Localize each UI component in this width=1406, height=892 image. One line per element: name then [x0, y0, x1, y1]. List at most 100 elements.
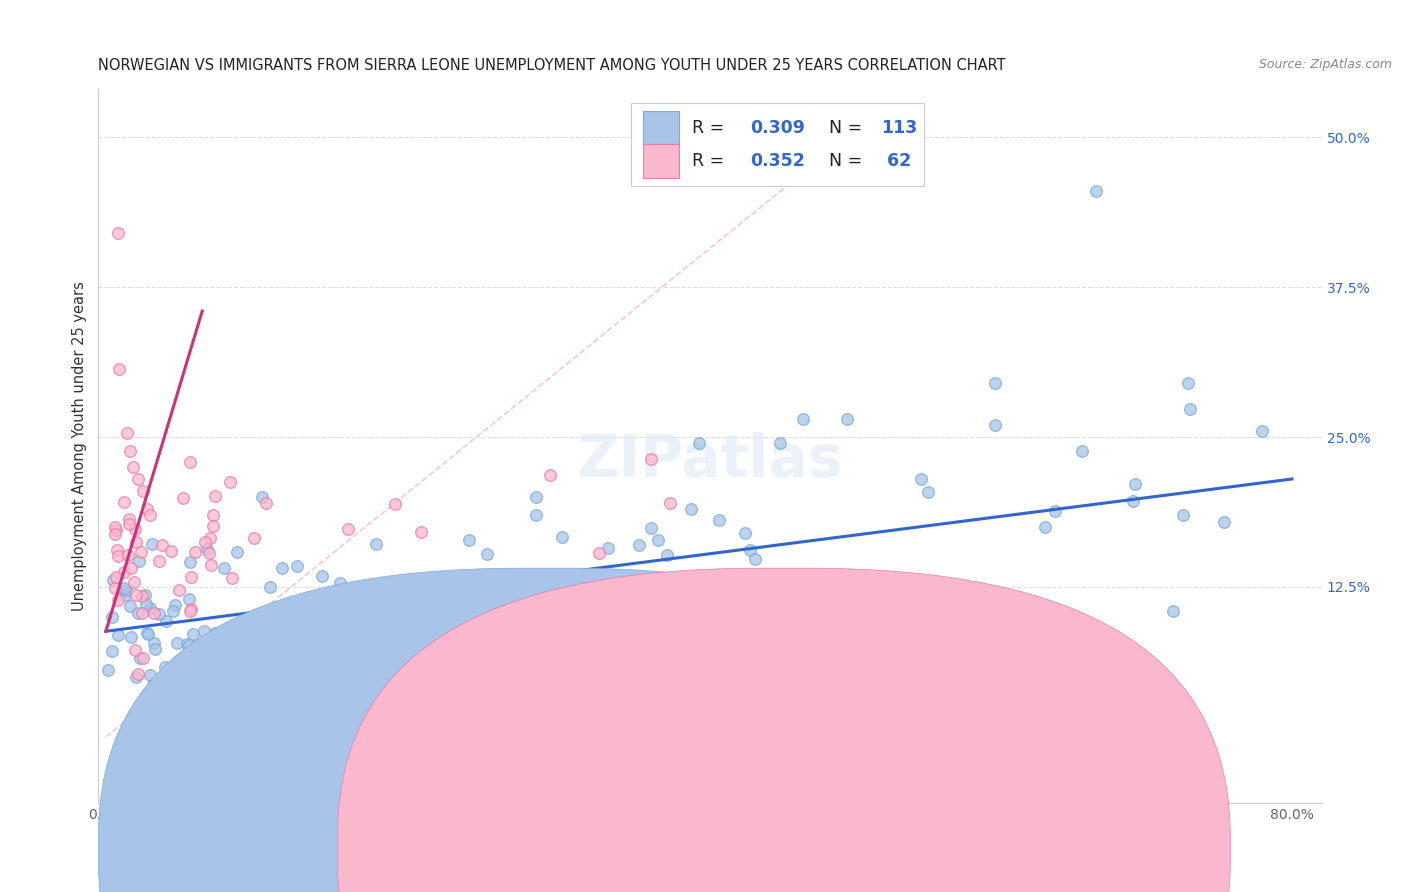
Point	[404, 611, 426, 625]
Point	[1085, 184, 1108, 198]
Point	[108, 361, 131, 376]
Point	[165, 598, 187, 612]
Point	[734, 526, 756, 541]
Point	[138, 690, 160, 704]
Point	[121, 630, 143, 644]
Point	[179, 604, 201, 618]
Point	[1180, 402, 1202, 417]
Point	[129, 545, 152, 559]
Point	[484, 617, 506, 632]
Point	[285, 558, 308, 573]
Point	[115, 583, 138, 598]
Point	[193, 624, 215, 639]
Text: 0.309: 0.309	[751, 119, 806, 136]
Point	[458, 533, 481, 547]
Point	[273, 641, 295, 656]
Point	[201, 508, 224, 523]
Point	[150, 538, 173, 552]
Point	[117, 548, 139, 562]
Point	[246, 677, 269, 691]
Point	[112, 495, 135, 509]
Text: R =: R =	[692, 119, 730, 136]
Point	[127, 606, 149, 620]
Point	[118, 512, 141, 526]
Point	[127, 472, 149, 486]
Point	[221, 571, 243, 585]
Point	[107, 549, 129, 563]
Point	[524, 508, 547, 522]
Point	[131, 606, 153, 620]
Point	[515, 586, 537, 600]
Text: Norwegians: Norwegians	[576, 842, 666, 856]
Point	[197, 546, 219, 560]
Point	[640, 521, 662, 535]
Point	[475, 547, 498, 561]
Point	[184, 545, 207, 559]
Point	[97, 663, 120, 677]
Point	[1212, 515, 1234, 529]
Point	[114, 588, 136, 602]
Point	[1043, 504, 1066, 518]
Point	[707, 512, 730, 526]
Point	[219, 475, 242, 489]
Point	[107, 226, 129, 240]
Point	[314, 695, 336, 709]
Point	[366, 537, 388, 551]
Point	[100, 643, 122, 657]
Point	[107, 628, 129, 642]
Point	[179, 555, 201, 569]
Point	[118, 517, 141, 532]
Point	[204, 626, 226, 640]
Point	[683, 575, 706, 590]
Point	[204, 681, 226, 696]
Y-axis label: Unemployment Among Youth under 25 years: Unemployment Among Youth under 25 years	[72, 281, 87, 611]
Point	[184, 652, 207, 666]
Point	[132, 650, 155, 665]
Point	[120, 560, 142, 574]
Point	[104, 526, 127, 541]
Point	[588, 546, 610, 560]
Point	[204, 489, 226, 503]
Point	[160, 544, 183, 558]
Text: R =: R =	[692, 153, 730, 170]
Point	[125, 535, 148, 549]
Point	[329, 575, 352, 590]
Text: Immigrants from Sierra Leone: Immigrants from Sierra Leone	[818, 842, 1047, 856]
Point	[1177, 376, 1199, 390]
Point	[148, 607, 170, 621]
Point	[136, 627, 159, 641]
Point	[105, 570, 128, 584]
Text: N =: N =	[828, 119, 868, 136]
Point	[659, 495, 682, 509]
Point	[177, 592, 200, 607]
Point	[598, 541, 620, 555]
Point	[104, 524, 127, 538]
Point	[482, 648, 505, 662]
Point	[177, 638, 200, 652]
Point	[139, 508, 162, 522]
Text: NORWEGIAN VS IMMIGRANTS FROM SIERRA LEONE UNEMPLOYMENT AMONG YOUTH UNDER 25 YEAR: NORWEGIAN VS IMMIGRANTS FROM SIERRA LEON…	[98, 58, 1007, 73]
Point	[142, 678, 165, 692]
Point	[194, 535, 217, 549]
Point	[645, 588, 668, 602]
Point	[105, 542, 128, 557]
Point	[155, 660, 177, 674]
Point	[180, 602, 202, 616]
Point	[1163, 604, 1185, 618]
Point	[243, 531, 266, 545]
Point	[128, 554, 150, 568]
Point	[131, 589, 153, 603]
Point	[125, 588, 148, 602]
Point	[212, 561, 235, 575]
Text: 0.352: 0.352	[751, 153, 806, 170]
Point	[101, 609, 124, 624]
Point	[124, 643, 146, 657]
Point	[198, 531, 221, 545]
Point	[195, 542, 218, 557]
Point	[118, 599, 141, 613]
Point	[792, 412, 814, 426]
Text: N =: N =	[828, 153, 868, 170]
Point	[422, 652, 444, 666]
Point	[128, 650, 150, 665]
FancyBboxPatch shape	[630, 103, 924, 186]
